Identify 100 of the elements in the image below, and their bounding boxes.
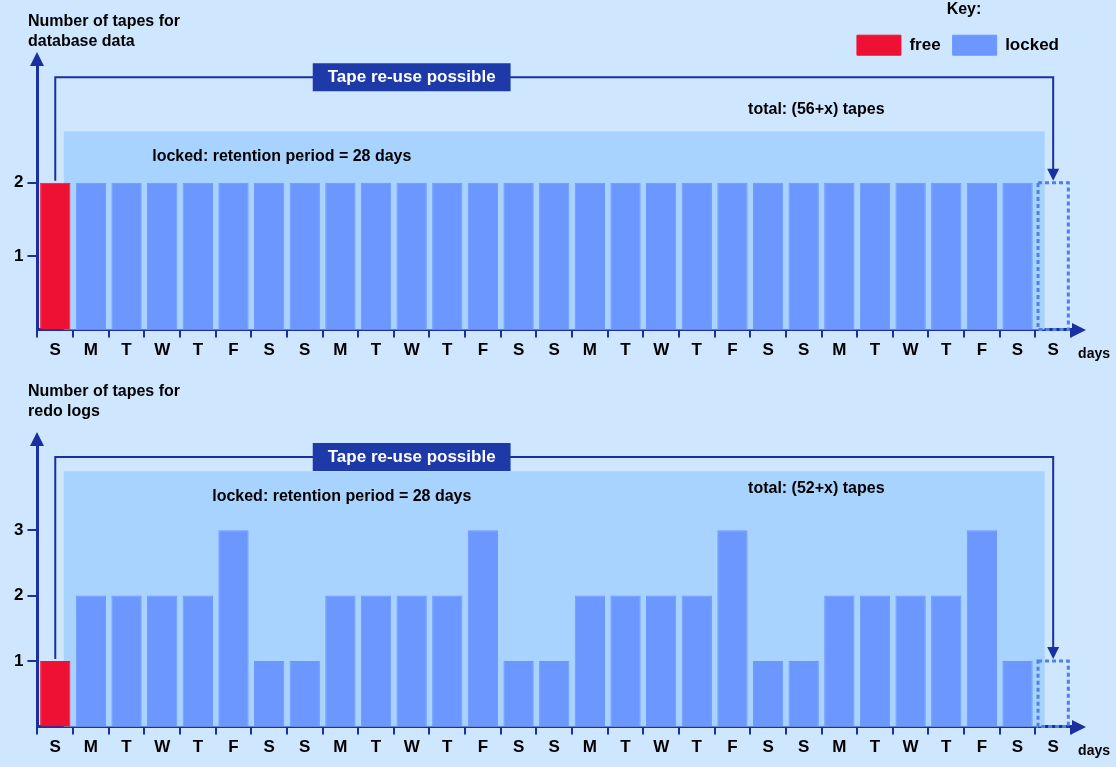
- x-tick-label: F: [477, 737, 489, 757]
- y-axis-title: Number of tapes for redo logs: [28, 382, 181, 420]
- x-tick-label: W: [154, 340, 172, 360]
- bar: [931, 595, 962, 727]
- x-tick-label: T: [941, 737, 953, 757]
- x-tick-label: S: [263, 340, 275, 360]
- x-tick-label: M: [333, 737, 348, 757]
- bar: [503, 661, 534, 727]
- x-axis-title: days: [1078, 345, 1111, 362]
- x-tick-label: T: [620, 340, 632, 360]
- legend-title: Key:: [946, 0, 982, 18]
- bar: [253, 661, 285, 727]
- x-tick-label: T: [691, 737, 703, 757]
- x-tick-label: T: [370, 340, 382, 360]
- x-tick-label: W: [653, 340, 671, 360]
- x-tick-label: S: [762, 340, 774, 360]
- x-tick-label: S: [1011, 340, 1024, 360]
- x-tick-label: S: [512, 340, 525, 360]
- annotation: total: (52+x) tapes: [748, 479, 885, 497]
- x-tick-label: T: [442, 737, 454, 757]
- x-tick-label: F: [976, 737, 988, 757]
- x-tick-label: T: [869, 737, 881, 757]
- legend-label: free: [909, 34, 941, 54]
- bar: [1002, 661, 1033, 727]
- bar: [646, 595, 677, 727]
- x-tick-label: M: [333, 340, 348, 360]
- x-tick-label: S: [548, 340, 560, 360]
- bar: [717, 530, 748, 727]
- x-tick-label: T: [941, 340, 953, 360]
- annotation: Tape re-use possible: [327, 66, 496, 86]
- bar: [467, 530, 499, 727]
- bar: [432, 595, 463, 727]
- bar: [610, 595, 641, 727]
- x-tick-label: S: [512, 737, 525, 757]
- x-tick-label: F: [727, 737, 738, 757]
- y-tick-label: 1: [13, 245, 24, 265]
- bar: [966, 530, 998, 727]
- bar: [788, 661, 819, 727]
- x-tick-label: W: [403, 737, 421, 757]
- bar: [182, 595, 213, 727]
- x-tick-label: M: [582, 737, 597, 757]
- x-tick-label: T: [620, 737, 632, 757]
- bar: [111, 595, 142, 727]
- x-tick-label: S: [798, 737, 810, 757]
- x-tick-label: S: [1047, 340, 1059, 360]
- x-tick-label: S: [548, 737, 560, 757]
- x-tick-label: F: [976, 340, 988, 360]
- x-tick-label: S: [299, 340, 311, 360]
- x-tick-label: F: [228, 340, 239, 360]
- legend-label: locked: [1005, 34, 1059, 54]
- y-axis-title: Number of tapes for database data: [28, 12, 181, 50]
- x-tick-label: M: [582, 340, 597, 360]
- bar: [895, 595, 926, 727]
- x-tick-label: T: [121, 737, 133, 757]
- y-tick-label: 2: [13, 172, 24, 192]
- bar: [681, 595, 712, 727]
- x-tick-label: T: [691, 340, 703, 360]
- bar: [752, 661, 784, 727]
- annotation: Tape re-use possible: [327, 446, 496, 466]
- x-tick-label: W: [653, 737, 671, 757]
- x-tick-label: T: [192, 737, 204, 757]
- bar: [574, 595, 606, 727]
- x-axis-title: days: [1078, 742, 1111, 759]
- x-tick-label: S: [49, 340, 61, 360]
- annotation: total: (56+x) tapes: [748, 99, 885, 117]
- bar: [859, 595, 891, 727]
- x-tick-label: S: [1011, 737, 1024, 757]
- x-tick-label: W: [902, 737, 920, 757]
- bar: [539, 661, 570, 727]
- bar: [824, 595, 855, 727]
- x-tick-label: F: [228, 737, 239, 757]
- x-tick-label: M: [83, 340, 98, 360]
- bar: [75, 595, 107, 727]
- x-tick-label: S: [1047, 737, 1059, 757]
- x-tick-label: S: [299, 737, 311, 757]
- y-tick-label: 3: [13, 519, 24, 539]
- bar: [218, 530, 249, 727]
- y-tick-label: 1: [13, 650, 24, 670]
- x-tick-label: S: [798, 340, 810, 360]
- x-tick-label: W: [403, 340, 421, 360]
- bar: [289, 661, 320, 727]
- x-tick-label: S: [49, 737, 61, 757]
- band-label: locked: retention period = 28 days: [152, 146, 412, 164]
- band-label: locked: retention period = 28 days: [212, 486, 472, 504]
- x-tick-label: F: [477, 340, 489, 360]
- x-tick-label: T: [869, 340, 881, 360]
- y-tick-label: 2: [13, 585, 24, 605]
- bar: [1036, 659, 1070, 729]
- bar: [325, 595, 356, 727]
- x-tick-label: T: [442, 340, 454, 360]
- x-tick-label: M: [832, 340, 847, 360]
- bar: [40, 661, 71, 727]
- x-tick-label: S: [263, 737, 275, 757]
- x-tick-label: M: [832, 737, 847, 757]
- bar: [360, 595, 392, 727]
- x-tick-label: T: [121, 340, 133, 360]
- x-tick-label: T: [192, 340, 204, 360]
- x-tick-label: T: [370, 737, 382, 757]
- x-tick-label: M: [83, 737, 98, 757]
- x-tick-label: S: [762, 737, 774, 757]
